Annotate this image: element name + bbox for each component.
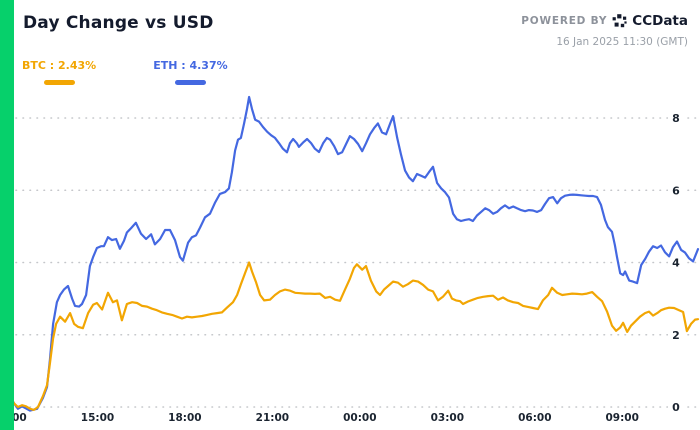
- green-accent-bar: [0, 0, 14, 430]
- x-tick-label: 15:00: [81, 412, 114, 424]
- y-tick-halo: [668, 111, 685, 125]
- legend: BTC : 2.43% ETH : 4.37%: [22, 59, 228, 85]
- brand-name: CCData: [632, 13, 688, 29]
- series-line-btc: [8, 261, 700, 411]
- timestamp: 16 Jan 2025 11:30 (GMT): [556, 36, 688, 48]
- y-tick-label: 2: [672, 329, 680, 342]
- x-tick-label: 03:00: [431, 412, 464, 424]
- x-tick-label: 21:00: [256, 412, 289, 424]
- legend-label-btc: BTC : 2.43%: [22, 59, 97, 72]
- ccdata-logo-icon: [612, 13, 627, 29]
- x-tick-label: 06:00: [518, 412, 551, 424]
- powered-by-row: POWERED BY CCData: [521, 13, 688, 29]
- x-tick-label: 18:00: [168, 412, 201, 424]
- y-tick-halo: [668, 255, 685, 270]
- y-tick-halo: [668, 327, 685, 342]
- y-tick-halo: [668, 400, 685, 414]
- y-tick-label: 0: [672, 401, 680, 414]
- x-tick-label: 09:00: [605, 412, 638, 424]
- y-tick-label: 6: [672, 184, 680, 197]
- legend-swatch-eth: [174, 80, 206, 85]
- legend-label-eth: ETH : 4.37%: [153, 59, 228, 72]
- legend-item-btc[interactable]: BTC : 2.43%: [22, 59, 96, 85]
- powered-by-label: POWERED BY: [521, 15, 608, 27]
- y-tick-label: 4: [672, 257, 680, 270]
- series-line-eth: [8, 95, 700, 412]
- page-title: Day Change vs USD: [23, 13, 214, 33]
- y-tick-label: 8: [672, 112, 680, 125]
- legend-item-eth[interactable]: ETH : 4.37%: [153, 59, 228, 85]
- y-tick-halo: [668, 183, 685, 198]
- legend-swatch-btc: [43, 80, 75, 85]
- x-tick-label: 00:00: [343, 412, 376, 424]
- header-right: POWERED BY CCData 16 Jan 2025 11:30 (GMT…: [521, 13, 688, 48]
